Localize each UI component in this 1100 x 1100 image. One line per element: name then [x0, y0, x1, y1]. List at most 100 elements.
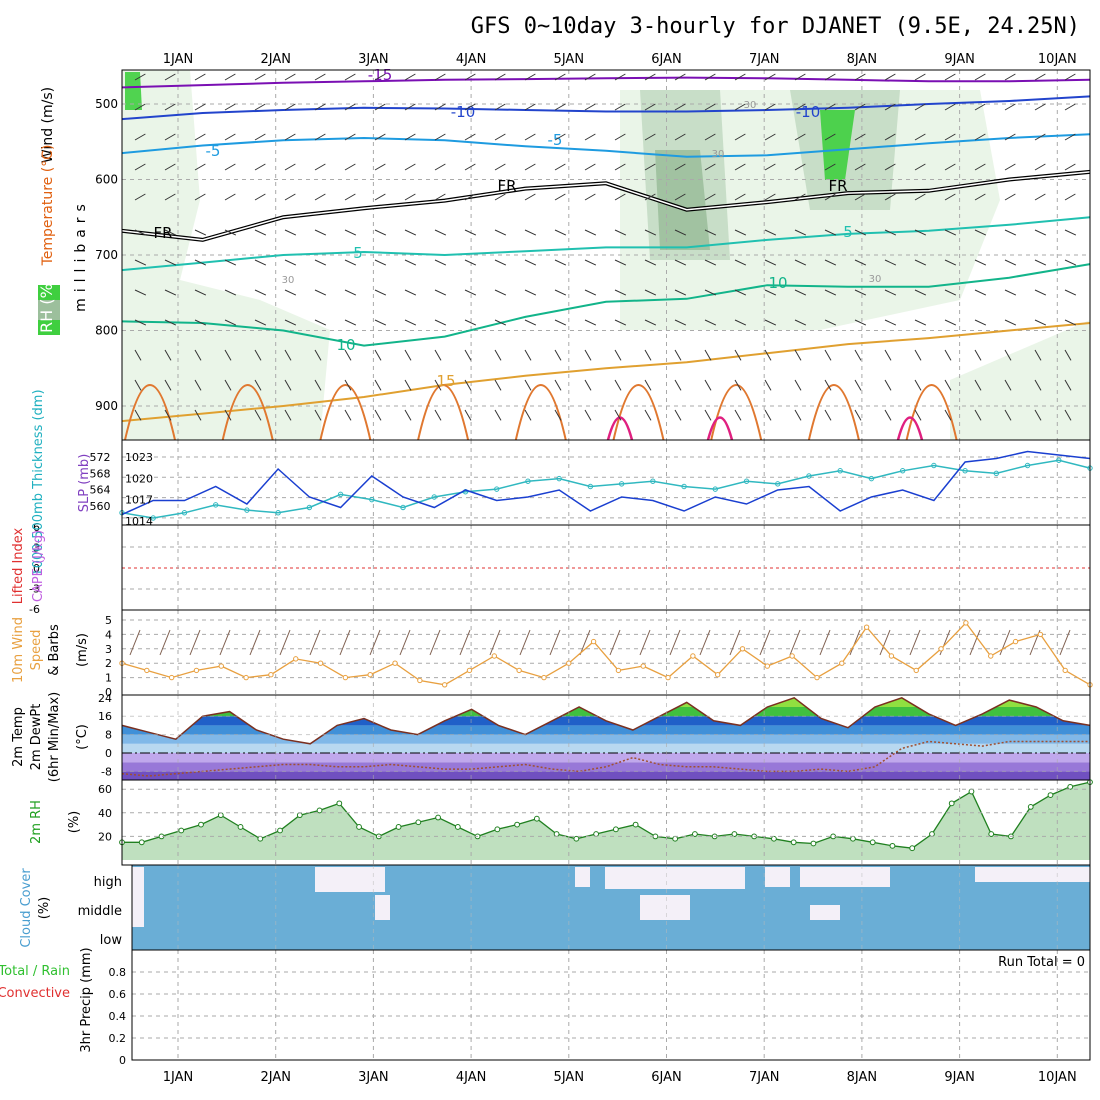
wind-barb — [884, 133, 896, 141]
wind-speed-point — [243, 674, 249, 681]
wind-barb — [1004, 409, 1012, 421]
x-label-bottom: 7JAN — [749, 1070, 780, 1085]
wind-barb — [614, 319, 627, 326]
wind-barb — [554, 103, 566, 111]
wind-barb — [524, 319, 537, 326]
wind-barb — [849, 629, 861, 656]
cloud-unit-label: (%) — [37, 897, 52, 920]
wind-barb — [644, 349, 652, 361]
wind-speed-point — [441, 682, 448, 688]
x-label-bottom: 4JAN — [456, 1070, 487, 1085]
wind-barb — [344, 229, 357, 236]
wind-barb — [464, 379, 472, 391]
wind-barb — [494, 133, 506, 141]
wind-barb — [374, 259, 387, 266]
wind-speed-point — [193, 667, 200, 674]
wind-barb — [914, 409, 922, 421]
wind-barb — [524, 133, 536, 141]
wind-barb — [614, 379, 622, 391]
wind-barb — [969, 629, 981, 656]
wind-barb — [314, 349, 322, 361]
wind-barb — [854, 349, 862, 361]
y-tick-label: 1 — [105, 672, 112, 685]
wind-barb — [194, 319, 207, 326]
wind-barb — [494, 349, 502, 361]
wind-barb — [489, 629, 501, 656]
wind-barb — [794, 289, 807, 296]
wind-barb — [669, 629, 681, 656]
wind-barb — [884, 229, 897, 236]
y-tick-label: 5 — [105, 614, 112, 627]
wind-barb — [854, 163, 866, 171]
x-label-bottom: 8JAN — [847, 1070, 878, 1085]
upper-pressure-axis-label: millibars — [73, 198, 89, 312]
wind-barb — [584, 319, 597, 326]
wind-barb — [164, 319, 177, 326]
wind-barb — [644, 409, 652, 421]
contour-label: FR — [153, 224, 172, 242]
wind-barb — [1064, 289, 1077, 296]
wind-barb — [1064, 73, 1076, 81]
y-tick-label: 564 — [90, 484, 111, 497]
cloud-panel: high middle low — [78, 864, 1091, 951]
temp-band — [122, 762, 1090, 772]
thickness-point — [868, 475, 875, 482]
wind-barb — [1064, 103, 1076, 111]
wind-barb — [374, 379, 382, 391]
wind-barb — [884, 289, 897, 296]
dewpt2m-label: 2m DewPt — [29, 704, 44, 771]
wind-barb — [464, 319, 477, 326]
wind-barb — [884, 259, 897, 266]
wind-barb — [674, 103, 686, 111]
wind-barb — [464, 133, 476, 141]
wind-barb — [584, 259, 597, 266]
rh-shading-area — [950, 320, 1090, 440]
y-tick-label: -3 — [29, 583, 40, 596]
wind-barb — [734, 289, 747, 296]
wind-barb — [464, 193, 476, 201]
temp-contour-line — [807, 384, 860, 441]
wind-barb — [224, 229, 237, 236]
wind-speed-line — [121, 621, 1091, 686]
wind-barb — [974, 259, 987, 266]
rh2m-point — [336, 800, 343, 807]
panel-frame — [131, 949, 1091, 1061]
wind-speed-point — [317, 660, 324, 666]
wind-barb — [974, 163, 986, 171]
wind-barb — [944, 73, 956, 81]
wind-barb — [1034, 73, 1046, 81]
wind-barb — [614, 259, 627, 266]
wind-barb — [494, 73, 506, 81]
wind-barb — [224, 103, 236, 111]
wind-barb — [194, 379, 202, 391]
temp-contour-line — [121, 95, 1091, 121]
wind-barb — [974, 409, 982, 421]
wind-barb — [224, 319, 237, 326]
wind-barb — [794, 133, 806, 141]
wind-barb — [279, 629, 291, 656]
thickness-point — [1056, 457, 1062, 463]
wind-barb — [824, 73, 836, 81]
wind-barb — [404, 319, 417, 326]
x-label-top: 6JAN — [651, 52, 682, 67]
wind-barb — [344, 379, 352, 391]
wind-barb — [374, 229, 387, 236]
wind-barb — [134, 103, 146, 111]
wind-barb — [189, 629, 201, 656]
rh2m-point — [435, 814, 441, 821]
wind-barb — [219, 629, 231, 656]
wind-barb — [794, 229, 807, 236]
wind-barb — [734, 259, 747, 266]
y-tick-label: 2 — [105, 657, 112, 670]
wind-speed-point — [367, 672, 373, 678]
wind-barb — [374, 409, 382, 421]
wind-barb — [644, 379, 652, 391]
wind10m-ylabels: 10m Wind Speed & Barbs (m/s) — [11, 617, 90, 683]
wind-barb — [1004, 193, 1016, 201]
thickness-point — [931, 462, 937, 469]
wind-barb — [644, 319, 657, 326]
wind-barb — [974, 193, 986, 201]
wind-speed-point — [144, 667, 150, 674]
